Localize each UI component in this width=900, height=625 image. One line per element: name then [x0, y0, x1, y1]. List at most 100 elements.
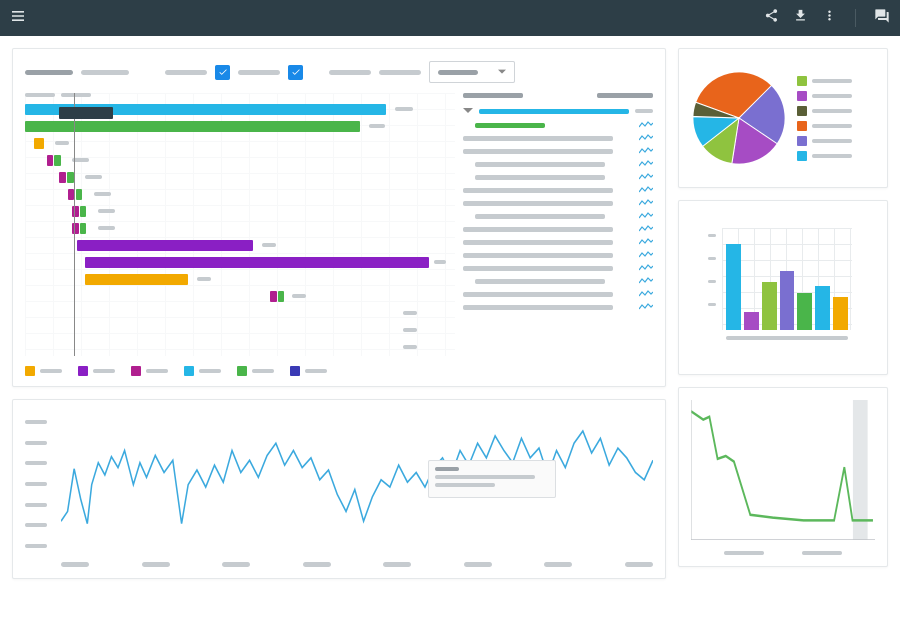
- gantt-bar[interactable]: [59, 172, 65, 183]
- gantt-bar[interactable]: [34, 138, 45, 149]
- bar[interactable]: [780, 271, 795, 330]
- task-list-row[interactable]: [463, 290, 653, 298]
- task-list-row[interactable]: [463, 303, 653, 311]
- filter-label: [25, 70, 73, 75]
- gantt-row[interactable]: [25, 254, 455, 270]
- pie-legend-item[interactable]: [797, 76, 875, 86]
- x-tick-label: [625, 562, 653, 567]
- task-list-row[interactable]: [463, 277, 653, 285]
- gantt-bar[interactable]: [80, 223, 86, 234]
- gantt-timeline[interactable]: [25, 93, 455, 356]
- gantt-bar[interactable]: [72, 223, 78, 234]
- gantt-bar[interactable]: [76, 189, 82, 200]
- pie-legend: [797, 76, 875, 161]
- share-icon[interactable]: [764, 8, 779, 28]
- chat-icon[interactable]: [874, 8, 890, 29]
- bar[interactable]: [833, 297, 848, 329]
- chevron-down-icon[interactable]: [463, 106, 473, 116]
- bar[interactable]: [726, 244, 741, 330]
- gantt-bar-label: [98, 209, 115, 213]
- gantt-row[interactable]: [25, 271, 455, 287]
- task-list-row[interactable]: [463, 264, 653, 272]
- sparkline-icon: [639, 160, 653, 168]
- gantt-row[interactable]: [25, 152, 455, 168]
- task-list-row[interactable]: [463, 212, 653, 220]
- legend-label: [40, 369, 62, 373]
- gantt-row[interactable]: [25, 169, 455, 185]
- dashboard: [0, 36, 900, 591]
- gantt-bar-label: [434, 260, 446, 264]
- pie-legend-item[interactable]: [797, 106, 875, 116]
- timeline-y-axis: [25, 420, 55, 548]
- gantt-bar[interactable]: [85, 274, 188, 285]
- pie-legend-item[interactable]: [797, 91, 875, 101]
- bar[interactable]: [744, 312, 759, 329]
- gantt-bar[interactable]: [72, 206, 78, 217]
- legend-item[interactable]: [290, 366, 327, 376]
- filter-checkbox-2[interactable]: [288, 65, 303, 80]
- gantt-bar[interactable]: [47, 155, 53, 166]
- gantt-row[interactable]: [25, 135, 455, 151]
- task-list-row[interactable]: [463, 147, 653, 155]
- bar[interactable]: [815, 286, 830, 330]
- filter-dropdown[interactable]: [429, 61, 515, 83]
- legend-item[interactable]: [131, 366, 168, 376]
- download-icon[interactable]: [793, 8, 808, 28]
- task-list-label: [463, 266, 613, 271]
- gantt-row[interactable]: [25, 237, 455, 253]
- gantt-bar[interactable]: [54, 155, 60, 166]
- task-list-row[interactable]: [463, 121, 653, 129]
- legend-item[interactable]: [237, 366, 274, 376]
- gantt-bar-label: [403, 311, 417, 315]
- x-tick-label: [303, 562, 331, 567]
- bar-chart[interactable]: [708, 228, 858, 348]
- task-list-row[interactable]: [463, 173, 653, 181]
- filter-checkbox-1[interactable]: [215, 65, 230, 80]
- tooltip-row: [435, 475, 535, 479]
- gantt-today-line: [74, 93, 75, 356]
- gantt-bar[interactable]: [278, 291, 284, 302]
- menu-icon[interactable]: [10, 8, 26, 29]
- legend-item[interactable]: [25, 366, 62, 376]
- gantt-row[interactable]: [25, 203, 455, 219]
- legend-item[interactable]: [78, 366, 115, 376]
- gantt-row[interactable]: [25, 220, 455, 236]
- sparkline-icon: [639, 290, 653, 298]
- task-list-row[interactable]: [463, 225, 653, 233]
- task-list-row[interactable]: [463, 251, 653, 259]
- gantt-row[interactable]: [25, 288, 455, 304]
- gantt-row[interactable]: [25, 305, 455, 321]
- task-list-row[interactable]: [463, 199, 653, 207]
- pie-legend-item[interactable]: [797, 136, 875, 146]
- gantt-row[interactable]: [25, 322, 455, 338]
- gantt-bar[interactable]: [85, 257, 429, 268]
- gantt-bar[interactable]: [77, 240, 253, 251]
- bar[interactable]: [762, 282, 777, 330]
- gantt-row[interactable]: [25, 118, 455, 134]
- gantt-card: [12, 48, 666, 387]
- legend-item[interactable]: [184, 366, 221, 376]
- task-list-row[interactable]: [463, 186, 653, 194]
- task-list-row[interactable]: [463, 160, 653, 168]
- task-list-label: [463, 305, 613, 310]
- y-tick-label: [25, 461, 47, 465]
- more-vert-icon[interactable]: [822, 8, 837, 28]
- pie-legend-item[interactable]: [797, 151, 875, 161]
- task-list-row[interactable]: [463, 134, 653, 142]
- gantt-bar[interactable]: [67, 172, 73, 183]
- gantt-bar-label: [55, 141, 69, 145]
- pie-legend-item[interactable]: [797, 121, 875, 131]
- gantt-bar[interactable]: [80, 206, 86, 217]
- gantt-row[interactable]: [25, 186, 455, 202]
- sparkline-icon: [639, 277, 653, 285]
- gantt-bar[interactable]: [270, 291, 276, 302]
- green-line-plot[interactable]: [691, 400, 875, 540]
- pie-chart[interactable]: [691, 70, 787, 166]
- task-list-row[interactable]: [463, 238, 653, 246]
- x-tick-label: [802, 551, 842, 555]
- gantt-row[interactable]: [25, 339, 455, 355]
- timeline-plot[interactable]: [61, 414, 653, 548]
- bar[interactable]: [797, 293, 812, 329]
- filter-label: [165, 70, 207, 75]
- legend-label: [252, 369, 274, 373]
